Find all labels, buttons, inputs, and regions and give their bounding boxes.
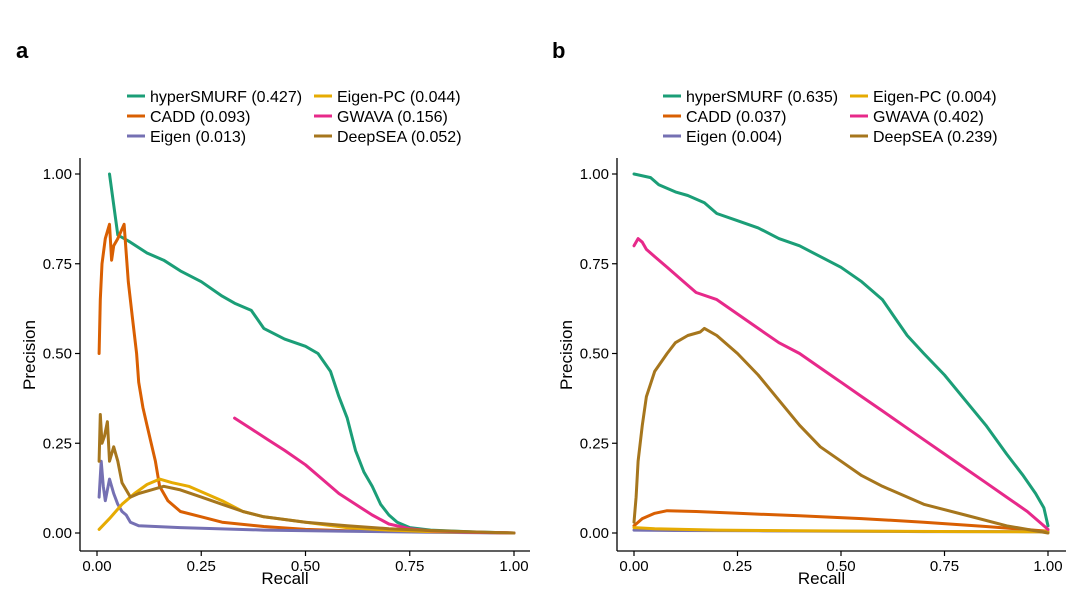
series-line-0 [632,172,1050,528]
series-line-1 [97,222,516,535]
y-tick-label: 0.25 [43,435,72,452]
y-tick-label: 0.00 [580,525,609,542]
x-axis-title: Recall [798,569,845,588]
x-tick-label: 0.25 [187,558,216,575]
legend-label: GWAVA (0.402) [873,109,984,126]
x-tick-label: 0.75 [930,558,959,575]
y-axis-title: Precision [557,320,576,390]
legend-label: Eigen-PC (0.044) [337,89,461,106]
y-tick-label: 1.00 [580,166,609,183]
legend-label: DeepSEA (0.239) [873,129,998,146]
series-line-5 [632,326,1050,535]
x-tick-label: 1.00 [1033,558,1062,575]
panel-label: a [16,38,29,63]
legend-label: hyperSMURF (0.427) [150,89,302,106]
series-line-5 [97,413,516,535]
chart-panel-a: a 0.00 0.25 0.50 0.75 1.00 0.00 0.25 0.50 0.75 1.0… [16,38,530,588]
y-tick-label: 1.00 [43,166,72,183]
legend-label: Eigen-PC (0.004) [873,89,997,106]
y-tick-label: 0.75 [43,256,72,273]
series-line-1 [632,509,1050,533]
series-line-3 [632,526,1050,534]
x-tick-label: 0.50 [826,558,855,575]
y-tick-label: 0.50 [580,346,609,363]
legend-label: DeepSEA (0.052) [337,129,462,146]
legend-label: hyperSMURF (0.635) [686,89,838,106]
legend-label: Eigen (0.013) [150,129,246,146]
x-tick-label: 0.50 [291,558,320,575]
series-line-4 [233,416,516,535]
x-axis-title: Recall [261,569,308,588]
series-line-2 [97,459,516,535]
y-tick-label: 0.00 [43,525,72,542]
legend-label: CADD (0.037) [686,109,786,126]
y-axis-title: Precision [20,320,39,390]
y-tick-label: 0.75 [580,256,609,273]
legend-label: GWAVA (0.156) [337,109,448,126]
x-tick-label: 0.00 [619,558,648,575]
chart-panel-b: b 0.00 0.25 0.50 0.75 1.00 0.00 0.25 0.50 0.75 1.0… [552,38,1066,588]
legend-label: Eigen (0.004) [686,129,782,146]
x-tick-label: 0.00 [82,558,111,575]
x-tick-label: 0.75 [395,558,424,575]
series-line-0 [108,172,516,535]
y-tick-label: 0.25 [580,435,609,452]
y-tick-label: 0.50 [43,346,72,363]
x-tick-label: 0.25 [723,558,752,575]
series-line-4 [632,237,1050,531]
legend-label: CADD (0.093) [150,109,250,126]
x-tick-label: 1.00 [499,558,528,575]
panel-label: b [552,38,565,63]
